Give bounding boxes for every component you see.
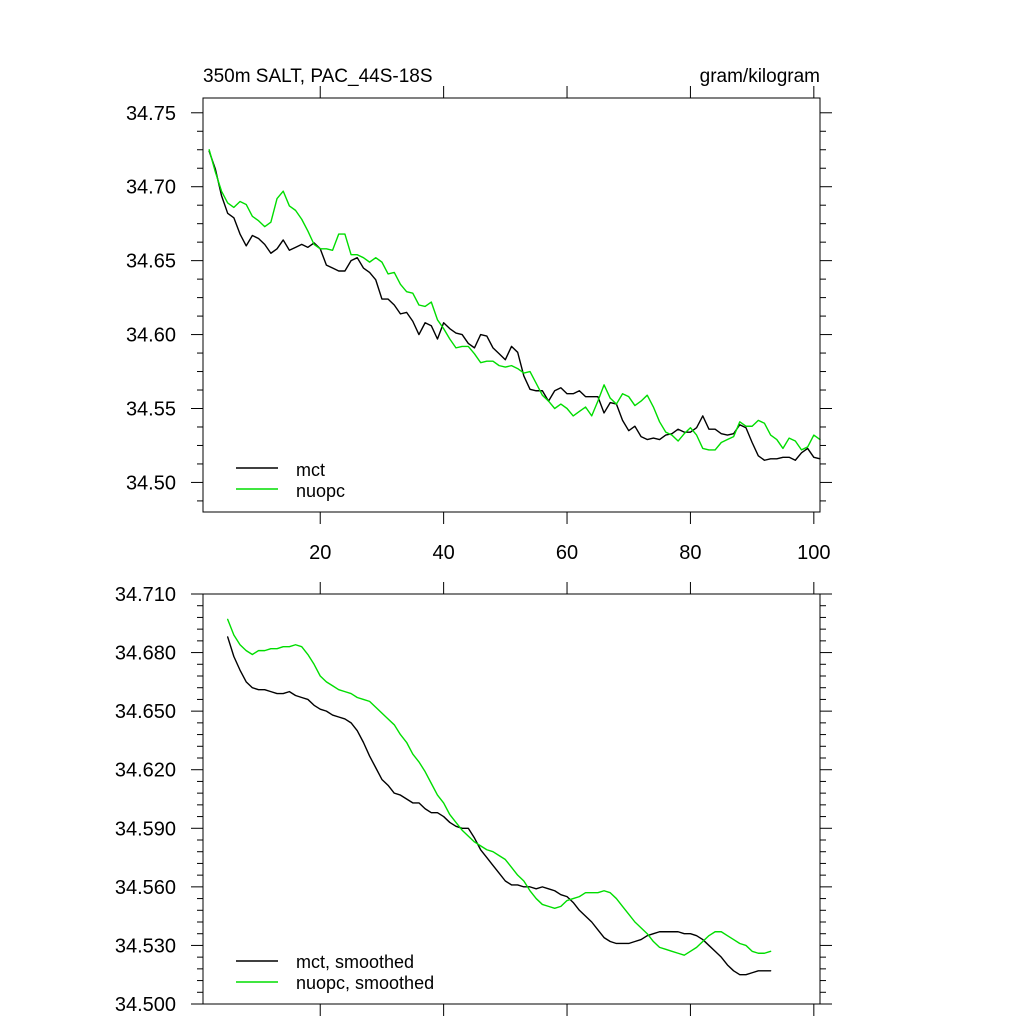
y-tick-label: 34.590 xyxy=(115,818,176,840)
top-x-tick-labels: 20 40 60 80 100 xyxy=(309,542,830,564)
bottom-series-line-mct xyxy=(226,636,772,976)
top-legend-label-mct: mct xyxy=(296,460,325,480)
y-tick-label: 34.650 xyxy=(115,701,176,723)
top-panel: 350m SALT, PAC_44S-18S gram/kilogram 34.… xyxy=(126,66,832,564)
x-tick-label: 20 xyxy=(309,542,331,564)
x-tick-label: 60 xyxy=(556,542,578,564)
bottom-legend: mct, smoothed nuopc, smoothed xyxy=(236,952,434,993)
bottom-y-tick-labels: 34.500 34.530 34.560 34.590 34.620 34.650 34.6… xyxy=(115,584,176,1016)
bottom-series-lines xyxy=(226,618,772,976)
top-plot-frame xyxy=(202,97,821,513)
y-tick-label: 34.75 xyxy=(126,103,176,125)
x-tick-label: 80 xyxy=(679,542,701,564)
bottom-legend-label-nuopc: nuopc, smoothed xyxy=(296,973,434,993)
y-tick-label: 34.680 xyxy=(115,643,176,665)
top-legend-label-nuopc: nuopc xyxy=(296,481,345,501)
top-series-lines xyxy=(208,149,821,461)
y-tick-label: 34.620 xyxy=(115,760,176,782)
y-tick-label: 34.70 xyxy=(126,177,176,199)
y-tick-label: 34.500 xyxy=(115,994,176,1016)
top-series-line-nuopc xyxy=(208,149,821,451)
top-y-tick-labels: 34.50 34.55 34.60 34.65 34.70 34.75 xyxy=(126,103,176,495)
y-tick-label: 34.710 xyxy=(115,584,176,606)
bottom-plot-frame xyxy=(202,593,821,1005)
top-title-right: gram/kilogram xyxy=(700,66,820,87)
y-tick-label: 34.65 xyxy=(126,251,176,273)
y-tick-label: 34.560 xyxy=(115,877,176,899)
bottom-ticks xyxy=(191,582,832,1016)
x-tick-label: 40 xyxy=(433,542,455,564)
y-tick-label: 34.530 xyxy=(115,935,176,957)
bottom-series-line-nuopc xyxy=(226,618,772,956)
x-tick-label: 100 xyxy=(797,542,830,564)
top-series-line-mct xyxy=(208,150,821,461)
top-title-left: 350m SALT, PAC_44S-18S xyxy=(203,66,433,87)
y-tick-label: 34.55 xyxy=(126,399,176,421)
top-ticks xyxy=(191,86,832,524)
bottom-legend-label-mct: mct, smoothed xyxy=(296,952,414,972)
y-tick-label: 34.60 xyxy=(126,325,176,347)
top-legend: mct nuopc xyxy=(236,460,345,501)
y-tick-label: 34.50 xyxy=(126,472,176,494)
bottom-panel: 34.500 34.530 34.560 34.590 34.620 34.650 34.6… xyxy=(115,582,832,1016)
